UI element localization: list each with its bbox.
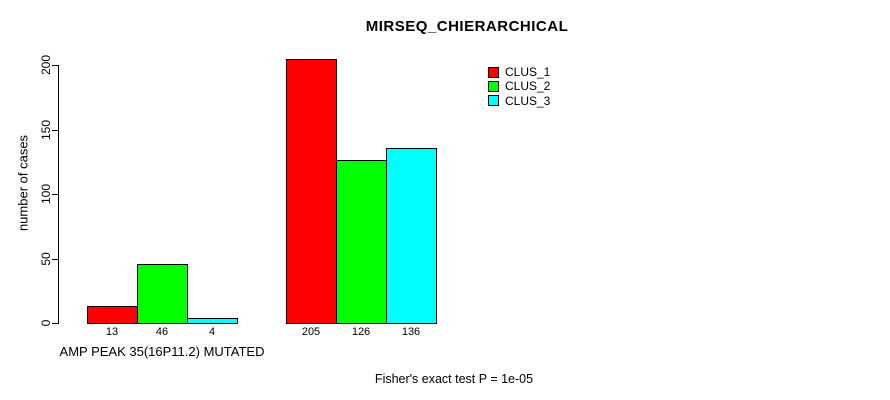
x-axis-group-label: AMP PEAK 35(16P11.2) MUTATED	[59, 344, 265, 359]
bar-value-label: 136	[401, 326, 421, 338]
bar-clus_3-group1	[187, 317, 238, 324]
chart-title: MIRSEQ_CHIERARCHICAL	[365, 18, 569, 35]
legend-swatch-cyan-icon	[488, 95, 499, 107]
y-tick-label: 0	[39, 319, 53, 327]
y-axis-title: number of cases	[15, 134, 31, 232]
bar-clus_1-group2	[286, 58, 337, 324]
bar-clus_2-group1	[137, 263, 188, 324]
bar-value-label: 126	[351, 326, 371, 338]
legend-item-clus-2: CLUS_2	[488, 79, 550, 93]
y-axis-tick	[52, 323, 58, 324]
legend-label: CLUS_2	[505, 79, 551, 94]
legend-swatch-green-icon	[488, 80, 499, 92]
bar-clus_2-group2	[336, 160, 387, 324]
bar-clus_3-group2	[386, 147, 437, 324]
footer-note: Fisher's exact test P = 1e-05	[374, 372, 534, 386]
y-tick-label: 50	[39, 251, 53, 266]
y-axis-line	[58, 65, 59, 324]
legend-item-clus-1: CLUS_1	[488, 65, 550, 79]
legend-swatch-red-icon	[488, 66, 499, 78]
bar-value-label: 4	[208, 326, 216, 338]
legend: CLUS_1 CLUS_2 CLUS_3	[488, 65, 550, 108]
y-tick-label: 100	[39, 183, 53, 205]
bar-value-label: 13	[105, 326, 119, 338]
y-tick-label: 150	[39, 119, 53, 140]
bar-clus_1-group1	[87, 306, 138, 324]
bar-value-label: 46	[155, 326, 169, 338]
legend-label: CLUS_3	[505, 93, 551, 108]
y-axis-tick	[52, 129, 58, 131]
y-axis-tick	[52, 194, 58, 195]
bar-value-label: 205	[301, 326, 321, 338]
legend-item-clus-3: CLUS_3	[488, 94, 550, 108]
y-tick-label: 200	[39, 54, 53, 76]
y-axis-tick	[52, 65, 58, 66]
legend-label: CLUS_1	[505, 65, 551, 80]
y-axis-tick	[52, 258, 58, 260]
